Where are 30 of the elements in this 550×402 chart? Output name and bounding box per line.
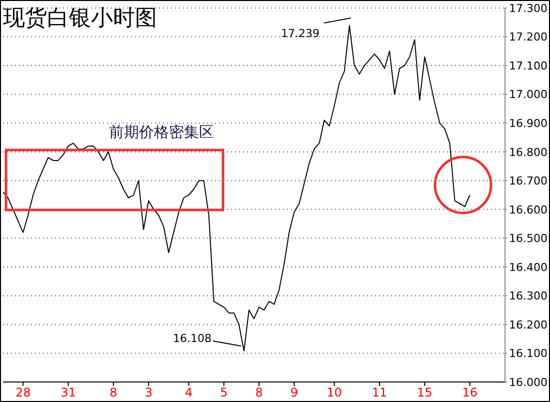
x-tick-label: 16 <box>462 386 478 400</box>
x-tick-label: 11 <box>372 386 388 400</box>
annotation: 17.239 <box>281 27 320 40</box>
y-tick-label: 17.100 <box>509 59 548 72</box>
y-tick-label: 16.400 <box>509 260 548 274</box>
y-tick-label: 16.000 <box>509 376 548 389</box>
y-tick-label: 16.900 <box>509 116 548 130</box>
y-tick-label: 17.200 <box>509 30 548 44</box>
x-tick-label: 10 <box>326 386 342 400</box>
y-tick-label: 16.300 <box>509 290 548 303</box>
annotation: 16.108 <box>173 332 212 345</box>
y-tick-label: 16.100 <box>509 347 548 360</box>
x-tick-label: 3 <box>144 386 152 400</box>
annotation: 前期价格密集区 <box>109 123 214 142</box>
chart-title: 现货白银小时图 <box>3 5 157 33</box>
x-tick-label: 9 <box>290 386 298 400</box>
x-tick-label: 28 <box>15 386 31 400</box>
y-tick-label: 17.300 <box>509 2 548 15</box>
y-tick-label: 16.500 <box>509 232 548 246</box>
y-tick-label: 16.800 <box>509 146 548 159</box>
x-tick-label: 4 <box>184 386 193 400</box>
y-tick-label: 16.200 <box>509 318 548 332</box>
y-tick-label: 16.700 <box>509 174 548 188</box>
x-tick-label: 31 <box>60 386 76 400</box>
x-tick-label: 8 <box>255 386 263 400</box>
x-tick-label: 15 <box>417 386 432 400</box>
x-tick-label: 8 <box>110 386 118 400</box>
y-tick-label: 16.600 <box>509 203 548 216</box>
x-tick-label: 5 <box>220 386 228 400</box>
y-tick-label: 17.000 <box>509 88 548 102</box>
